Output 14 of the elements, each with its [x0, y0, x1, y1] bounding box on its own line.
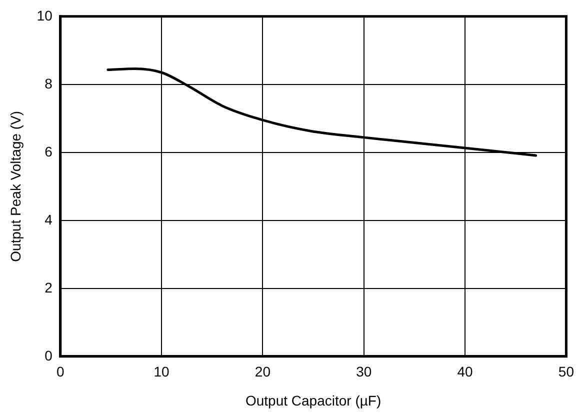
y-tick-label: 10 [36, 7, 53, 24]
y-axis-title: Output Peak Voltage (V) [7, 110, 24, 262]
x-tick-label: 30 [356, 364, 372, 380]
x-tick-label: 10 [154, 364, 170, 380]
y-tick-label: 8 [44, 75, 53, 92]
y-tick-label: 4 [44, 211, 53, 228]
y-tick-label: 0 [44, 347, 53, 364]
x-axis-title: Output Capacitor (µF) [245, 392, 382, 408]
x-tick-label: 20 [254, 364, 271, 380]
x-tick-label: 0 [56, 364, 64, 380]
y-tick-label: 2 [44, 279, 53, 296]
y-tick-label: 6 [44, 143, 53, 160]
x-tick-label: 50 [558, 364, 574, 380]
x-tick-label: 40 [457, 364, 474, 380]
